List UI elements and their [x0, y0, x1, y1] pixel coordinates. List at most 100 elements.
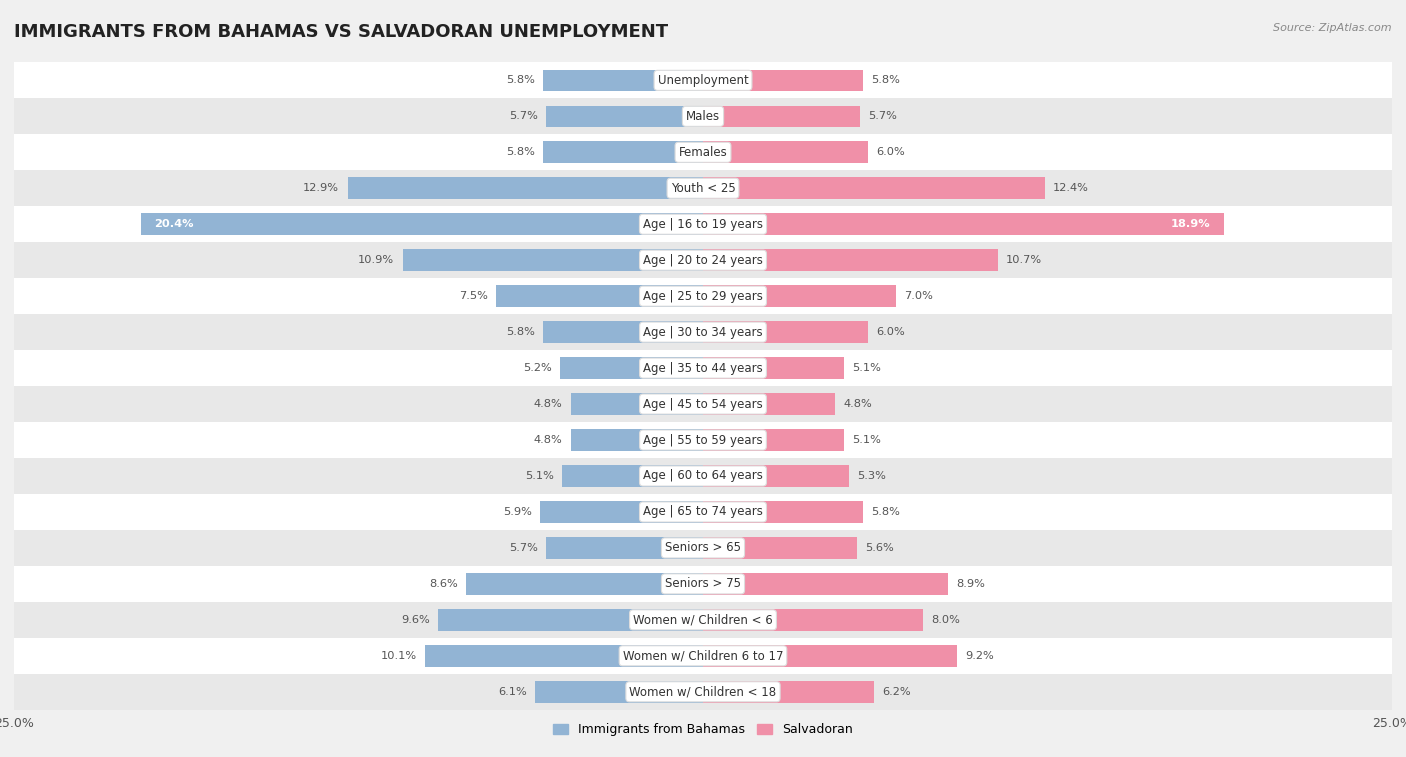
Bar [14, 674, 1392, 710]
Text: 8.9%: 8.9% [956, 579, 986, 589]
Text: 4.8%: 4.8% [844, 399, 872, 409]
Bar [703, 177, 1045, 199]
Text: Age | 65 to 74 years: Age | 65 to 74 years [643, 506, 763, 519]
Text: Unemployment: Unemployment [658, 74, 748, 87]
Text: Seniors > 65: Seniors > 65 [665, 541, 741, 554]
Bar [543, 70, 703, 91]
Text: Age | 16 to 19 years: Age | 16 to 19 years [643, 218, 763, 231]
Bar [14, 314, 1392, 350]
Bar [571, 394, 703, 415]
Text: 5.7%: 5.7% [869, 111, 897, 121]
Bar [14, 98, 1392, 134]
Text: Age | 60 to 64 years: Age | 60 to 64 years [643, 469, 763, 482]
Text: Women w/ Children < 6: Women w/ Children < 6 [633, 613, 773, 626]
Bar [14, 638, 1392, 674]
Text: 5.2%: 5.2% [523, 363, 551, 373]
Bar [571, 429, 703, 451]
Bar [14, 278, 1392, 314]
Bar [14, 494, 1392, 530]
Text: 12.4%: 12.4% [1053, 183, 1088, 193]
Text: 7.5%: 7.5% [460, 291, 488, 301]
Bar [14, 242, 1392, 278]
Bar [703, 321, 869, 343]
Bar [560, 357, 703, 378]
Bar [496, 285, 703, 307]
Text: 8.0%: 8.0% [932, 615, 960, 625]
Text: 20.4%: 20.4% [155, 220, 194, 229]
Text: 10.1%: 10.1% [380, 651, 416, 661]
Text: 5.7%: 5.7% [509, 111, 537, 121]
Text: 5.6%: 5.6% [866, 543, 894, 553]
Bar [439, 609, 703, 631]
Text: IMMIGRANTS FROM BAHAMAS VS SALVADORAN UNEMPLOYMENT: IMMIGRANTS FROM BAHAMAS VS SALVADORAN UN… [14, 23, 668, 41]
Bar [703, 142, 869, 163]
Text: 8.6%: 8.6% [429, 579, 458, 589]
Bar [703, 394, 835, 415]
Bar [14, 566, 1392, 602]
Text: Seniors > 75: Seniors > 75 [665, 578, 741, 590]
Text: Source: ZipAtlas.com: Source: ZipAtlas.com [1274, 23, 1392, 33]
Text: 5.8%: 5.8% [506, 148, 534, 157]
Bar [703, 249, 998, 271]
Text: 5.3%: 5.3% [858, 471, 886, 481]
Bar [347, 177, 703, 199]
Text: 5.1%: 5.1% [852, 363, 880, 373]
Text: 9.6%: 9.6% [402, 615, 430, 625]
Legend: Immigrants from Bahamas, Salvadoran: Immigrants from Bahamas, Salvadoran [548, 718, 858, 741]
Bar [703, 70, 863, 91]
Text: Age | 25 to 29 years: Age | 25 to 29 years [643, 290, 763, 303]
Bar [546, 537, 703, 559]
Bar [425, 645, 703, 667]
Bar [703, 573, 948, 595]
Text: Women w/ Children < 18: Women w/ Children < 18 [630, 685, 776, 698]
Bar [703, 645, 956, 667]
Bar [703, 213, 1223, 235]
Bar [703, 681, 875, 702]
Text: Women w/ Children 6 to 17: Women w/ Children 6 to 17 [623, 650, 783, 662]
Bar [703, 466, 849, 487]
Text: 12.9%: 12.9% [304, 183, 339, 193]
Bar [703, 537, 858, 559]
Bar [546, 105, 703, 127]
Bar [14, 350, 1392, 386]
Text: 5.8%: 5.8% [506, 327, 534, 337]
Bar [14, 458, 1392, 494]
Bar [703, 501, 863, 523]
Bar [543, 142, 703, 163]
Text: 5.9%: 5.9% [503, 507, 531, 517]
Bar [14, 602, 1392, 638]
Text: 18.9%: 18.9% [1170, 220, 1211, 229]
Text: 5.7%: 5.7% [509, 543, 537, 553]
Bar [703, 285, 896, 307]
Bar [14, 170, 1392, 206]
Text: 9.2%: 9.2% [965, 651, 994, 661]
Bar [14, 386, 1392, 422]
Text: Females: Females [679, 146, 727, 159]
Text: 5.1%: 5.1% [852, 435, 880, 445]
Bar [703, 429, 844, 451]
Bar [402, 249, 703, 271]
Text: 4.8%: 4.8% [534, 399, 562, 409]
Text: 6.2%: 6.2% [882, 687, 911, 696]
Bar [141, 213, 703, 235]
Text: 4.8%: 4.8% [534, 435, 562, 445]
Bar [540, 501, 703, 523]
Text: 6.0%: 6.0% [876, 148, 905, 157]
Bar [543, 321, 703, 343]
Bar [562, 466, 703, 487]
Bar [703, 609, 924, 631]
Text: Youth < 25: Youth < 25 [671, 182, 735, 195]
Bar [14, 422, 1392, 458]
Text: 5.8%: 5.8% [872, 507, 900, 517]
Text: 10.7%: 10.7% [1007, 255, 1042, 265]
Text: Males: Males [686, 110, 720, 123]
Bar [703, 357, 844, 378]
Text: 6.1%: 6.1% [498, 687, 527, 696]
Text: Age | 45 to 54 years: Age | 45 to 54 years [643, 397, 763, 410]
Text: 6.0%: 6.0% [876, 327, 905, 337]
Bar [465, 573, 703, 595]
Bar [14, 134, 1392, 170]
Text: Age | 30 to 34 years: Age | 30 to 34 years [643, 326, 763, 338]
Bar [703, 105, 860, 127]
Bar [534, 681, 703, 702]
